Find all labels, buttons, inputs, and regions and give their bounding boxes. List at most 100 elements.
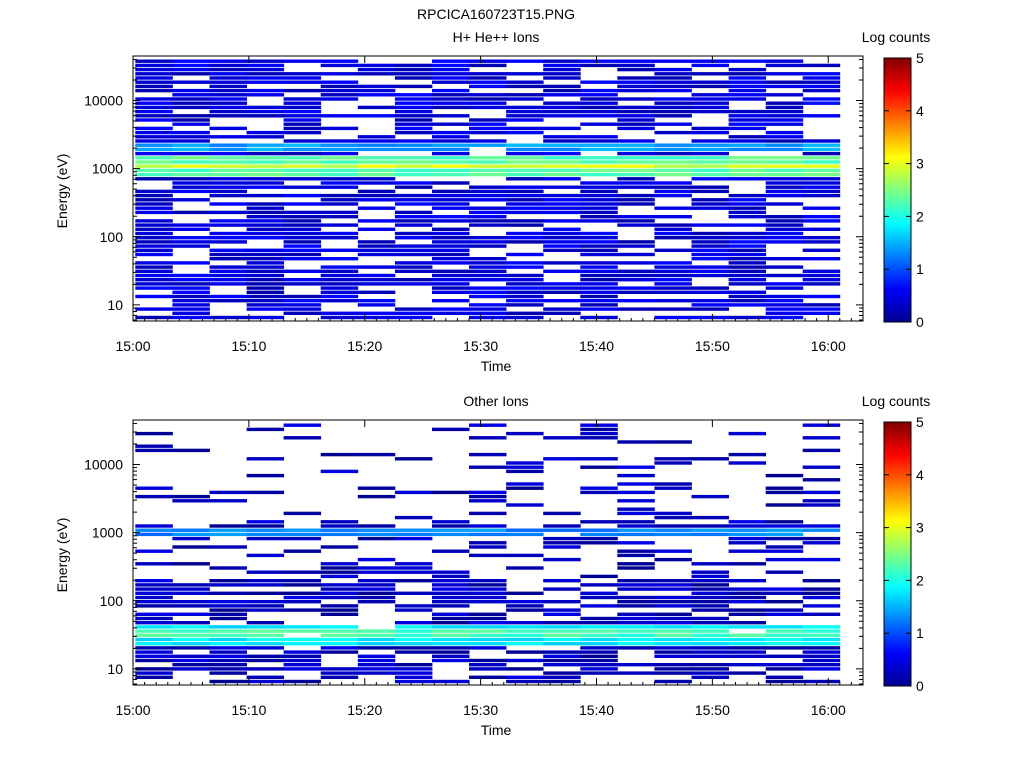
heatmap-cell: [765, 219, 804, 223]
heatmap-cell: [320, 625, 359, 629]
heatmap-cell: [728, 97, 767, 101]
colorbar-tick-label: 2: [916, 208, 924, 224]
heatmap-cell: [432, 269, 470, 273]
heatmap-cell: [765, 231, 804, 236]
heatmap-cell: [654, 583, 692, 587]
heatmap-cell: [543, 600, 581, 604]
heatmap-cell: [617, 143, 655, 147]
heatmap-cell: [765, 122, 804, 126]
heatmap-cell: [209, 629, 247, 633]
heatmap-cell: [580, 528, 618, 532]
heatmap-cell: [691, 286, 729, 290]
heatmap-cell: [728, 621, 767, 625]
heatmap-cell: [246, 114, 285, 118]
heatmap-cell: [765, 311, 804, 315]
heatmap-cell: [320, 63, 359, 68]
heatmap-cell: [580, 625, 618, 629]
heatmap-cell: [432, 278, 470, 282]
heatmap-cell: [617, 621, 655, 625]
heatmap-cell: [283, 219, 322, 223]
x-axis-label: Time: [481, 358, 512, 374]
heatmap-cell: [394, 130, 433, 135]
heatmap-cell: [728, 72, 767, 76]
heatmap-cell: [617, 118, 655, 122]
heatmap-cell: [580, 536, 618, 541]
heatmap-cell: [543, 206, 581, 210]
heatmap-cell: [654, 97, 692, 101]
heatmap-cell: [691, 625, 729, 629]
heatmap-cell: [728, 76, 767, 80]
heatmap-cell: [135, 223, 173, 227]
heatmap-cell: [283, 185, 322, 189]
heatmap-cell: [765, 299, 804, 303]
heatmap-cell: [283, 248, 322, 252]
heatmap-cell: [135, 642, 173, 646]
heatmap-cell: [283, 654, 322, 658]
heatmap-cell: [543, 168, 581, 173]
heatmap-cell: [765, 160, 804, 164]
heatmap-cell: [432, 219, 470, 223]
heatmap-cell: [691, 616, 729, 621]
heatmap-cell: [320, 80, 359, 84]
heatmap-cell: [283, 570, 322, 574]
heatmap-cell: [580, 574, 618, 579]
heatmap-cell: [394, 629, 433, 633]
heatmap-cell: [506, 151, 544, 156]
heatmap-cell: [691, 147, 729, 152]
heatmap-cell: [543, 139, 581, 143]
heatmap-cell: [802, 490, 841, 495]
heatmap-cell: [506, 189, 544, 194]
heatmap-cell: [580, 621, 618, 625]
heatmap-cell: [320, 193, 359, 198]
heatmap-cell: [172, 646, 210, 650]
heatmap-cell: [543, 193, 581, 198]
heatmap-cell: [283, 88, 322, 93]
heatmap-cell: [543, 457, 581, 461]
heatmap-cell: [654, 625, 692, 629]
heatmap-cell: [802, 151, 841, 156]
heatmap-cell: [246, 600, 285, 604]
heatmap-cell: [617, 465, 655, 469]
heatmap-cell: [394, 97, 433, 101]
heatmap-cell: [580, 172, 618, 177]
heatmap-cell: [802, 557, 841, 562]
heatmap-cell: [765, 600, 804, 604]
heatmap-cell: [765, 236, 804, 240]
heatmap-cell: [765, 637, 804, 642]
heatmap-cell: [135, 486, 173, 490]
heatmap-cell: [320, 587, 359, 591]
heatmap-cell: [469, 84, 507, 89]
heatmap-cell: [728, 431, 767, 436]
x-tick-label: 15:00: [115, 702, 150, 718]
heatmap-cell: [320, 604, 359, 608]
heatmap-cell: [691, 303, 729, 307]
heatmap-cell: [469, 621, 507, 625]
heatmap-cell: [394, 579, 433, 583]
heatmap-cell: [432, 236, 470, 240]
heatmap-cell: [357, 524, 396, 528]
heatmap-cell: [135, 105, 173, 110]
heatmap-cell: [691, 629, 729, 633]
heatmap-cell: [654, 181, 692, 185]
heatmap-cell: [617, 252, 655, 257]
heatmap-cell: [357, 93, 396, 97]
heatmap-cell: [283, 97, 322, 101]
heatmap-cell: [246, 147, 285, 152]
heatmap-cell: [765, 524, 804, 528]
heatmap-cell: [469, 616, 507, 621]
heatmap-cell: [617, 600, 655, 604]
heatmap-cell: [654, 587, 692, 591]
heatmap-cell: [246, 629, 285, 633]
heatmap-cell: [654, 130, 692, 135]
heatmap-cell: [394, 679, 433, 684]
heatmap-cell: [765, 265, 804, 269]
colorbar-tick-label: 0: [916, 678, 924, 694]
heatmap-cell: [728, 59, 767, 63]
heatmap-cell: [580, 465, 618, 469]
heatmap-cell: [691, 126, 729, 131]
heatmap-cell: [135, 612, 173, 616]
heatmap-cell: [283, 114, 322, 118]
heatmap-cell: [135, 448, 173, 453]
heatmap-cell: [765, 193, 804, 198]
heatmap-cell: [765, 545, 804, 549]
